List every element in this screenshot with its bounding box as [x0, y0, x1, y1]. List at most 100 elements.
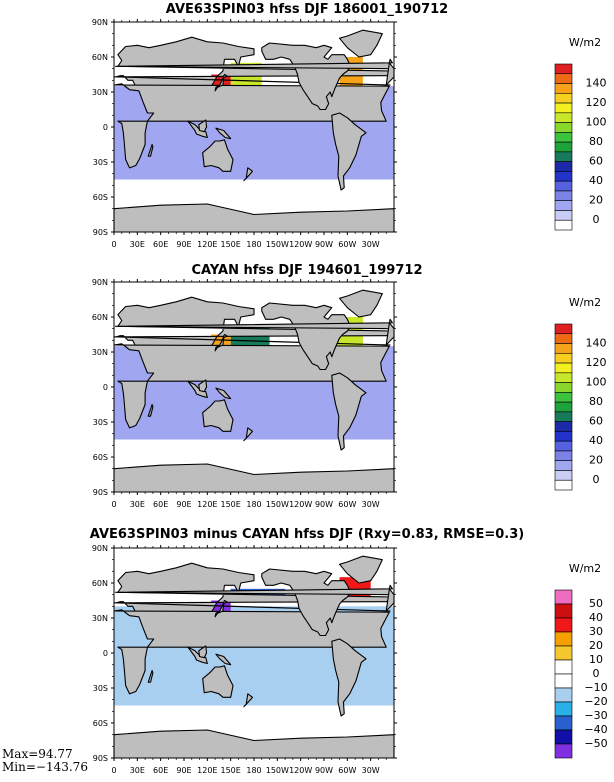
- colorbar-swatch: [554, 180, 573, 192]
- x-tick-label: 180: [246, 766, 261, 775]
- colorbar-swatch: [554, 190, 573, 202]
- colorbar-swatch: [554, 73, 573, 84]
- panel-title: CAYAN hfss DJF 194601_199712: [191, 263, 423, 278]
- panel-title: AVE63SPIN03 minus CAYAN hfss DJF (Rxy=0.…: [89, 527, 525, 542]
- land-mass: [202, 399, 234, 432]
- x-tick-label: 90E: [176, 240, 191, 249]
- colorbar-swatch: [554, 392, 573, 403]
- land-mass: [243, 167, 253, 182]
- land-mass: [147, 403, 154, 417]
- colorbar-label: 20: [589, 454, 603, 467]
- colorbar-swatch: [554, 112, 573, 123]
- x-tick-label: 30E: [130, 240, 145, 249]
- x-tick-label: 60W: [338, 766, 356, 775]
- x-tick-label: 60W: [338, 500, 356, 509]
- colorbar-label: 120: [586, 356, 607, 369]
- x-tick-label: 30E: [130, 500, 145, 509]
- colorbar-label: −50: [584, 737, 607, 750]
- land-mass: [198, 645, 208, 659]
- land-mass: [147, 669, 154, 683]
- land-mass: [331, 372, 367, 451]
- land-mass: [261, 42, 351, 111]
- colorbar-label: 20: [589, 194, 603, 207]
- colorbar-swatch: [554, 603, 573, 619]
- land-mass: [331, 112, 367, 191]
- y-tick-label: 60S: [93, 719, 108, 728]
- y-tick-label: 0: [103, 383, 108, 392]
- x-tick-label: 150W: [266, 500, 289, 509]
- colorbar-label: 10: [589, 653, 603, 666]
- land-mass: [261, 302, 351, 371]
- x-tick-label: 90E: [176, 500, 191, 509]
- x-tick-label: 120W: [289, 766, 312, 775]
- panel-2: CAYAN hfss DJF 194601_199712 90N 60N 30N 0 3…: [0, 260, 614, 520]
- land-mass: [214, 73, 228, 92]
- colorbar-swatch: [554, 701, 573, 717]
- colorbar-label: 0: [593, 667, 600, 680]
- colorbar-swatch: [554, 589, 573, 605]
- panel-title: AVE63SPIN03 hfss DJF 186001_190712: [165, 2, 449, 17]
- x-tick-label: 90W: [315, 500, 333, 509]
- colorbar-label: 100: [586, 376, 607, 389]
- land-mass: [147, 143, 154, 157]
- x-tick-label: 30E: [130, 766, 145, 775]
- x-tick-label: 90W: [315, 766, 333, 775]
- y-tick-label: 30S: [93, 418, 108, 427]
- colorbar-label: 40: [589, 434, 603, 447]
- colorbar-label: 60: [589, 155, 603, 168]
- colorbar-swatch: [554, 421, 573, 432]
- colorbar-swatch: [554, 617, 573, 633]
- colorbar-swatch: [554, 673, 573, 689]
- land-mass: [202, 665, 234, 698]
- x-tick-label: 0: [111, 766, 116, 775]
- x-tick-label: 180: [246, 240, 261, 249]
- x-tick-label: 120E: [197, 240, 217, 249]
- x-tick-label: 150E: [221, 500, 241, 509]
- land-mass: [339, 29, 383, 58]
- colorbar-swatch: [554, 460, 573, 471]
- colorbar-label: −20: [584, 695, 607, 708]
- colorbar-swatch: [554, 210, 573, 221]
- colorbar-swatch: [554, 161, 573, 172]
- colorbar-label: −40: [584, 723, 607, 736]
- colorbar-swatch: [554, 122, 573, 133]
- y-tick-label: 30S: [93, 684, 108, 693]
- y-tick-label: 90N: [92, 18, 108, 27]
- x-tick-label: 0: [111, 240, 116, 249]
- colorbar-swatch: [554, 659, 573, 675]
- land-mass: [243, 427, 253, 442]
- x-tick-label: 150E: [221, 766, 241, 775]
- colorbar-units: W/m2: [569, 562, 601, 575]
- x-tick-label: 90E: [176, 766, 191, 775]
- land-mass: [339, 289, 383, 318]
- panel-3: AVE63SPIN03 minus CAYAN hfss DJF (Rxy=0.…: [0, 520, 614, 782]
- colorbar-swatch: [554, 352, 573, 364]
- y-tick-label: 30N: [92, 348, 108, 357]
- x-tick-label: 150E: [221, 240, 241, 249]
- land-mass: [187, 646, 208, 665]
- colorbar-swatch: [554, 219, 573, 231]
- land-mass: [215, 127, 232, 140]
- x-tick-label: 120E: [197, 766, 217, 775]
- map-area: [113, 21, 395, 233]
- x-tick-label: 120W: [289, 500, 312, 509]
- colorbar-swatch: [554, 83, 573, 94]
- colorbar-label: 80: [589, 395, 603, 408]
- colorbar-swatch: [554, 132, 573, 143]
- colorbar-swatch: [554, 323, 573, 335]
- land-mass: [187, 120, 208, 139]
- colorbar-label: 120: [586, 96, 607, 109]
- colorbar-label: 20: [589, 639, 603, 652]
- colorbar-swatch: [554, 382, 573, 393]
- x-tick-label: 60E: [153, 240, 168, 249]
- x-tick-label: 120E: [197, 500, 217, 509]
- colorbar-label: 140: [586, 337, 607, 350]
- y-tick-label: 0: [103, 649, 108, 658]
- x-tick-label: 30W: [362, 500, 380, 509]
- min-value: Min=−143.76: [2, 760, 88, 774]
- colorbar-label: 0: [593, 213, 600, 226]
- colorbar-label: −30: [584, 709, 607, 722]
- colorbar-swatch: [554, 450, 573, 462]
- colorbar-swatch: [554, 631, 573, 647]
